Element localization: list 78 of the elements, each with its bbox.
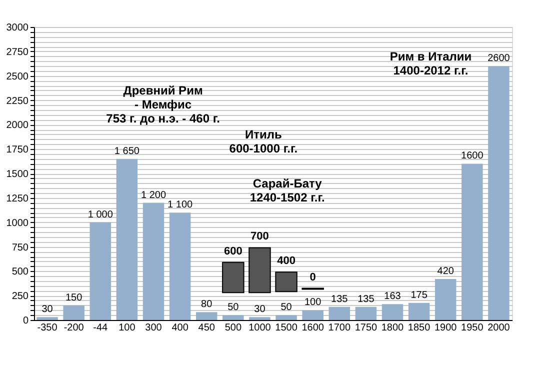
x-tick-label: 1500 bbox=[275, 322, 298, 334]
y-tick-label: 1750 bbox=[6, 144, 29, 156]
annotation: 400 bbox=[277, 255, 296, 268]
x-tick-label: 300 bbox=[145, 322, 162, 334]
x-tick-label: 1750 bbox=[354, 322, 378, 334]
x-tick-label: -200 bbox=[64, 322, 84, 334]
y-tick-label: 2250 bbox=[6, 96, 29, 107]
bar bbox=[116, 158, 138, 320]
bar bbox=[222, 262, 244, 294]
data-label: 135 bbox=[331, 294, 348, 305]
x-tick-label: 500 bbox=[224, 322, 242, 334]
annotation: 0 bbox=[310, 271, 316, 284]
y-tick-label: 500 bbox=[12, 266, 29, 278]
x-tick-label: -350 bbox=[37, 322, 58, 334]
x-tick-label: -44 bbox=[93, 322, 108, 334]
data-label: 80 bbox=[201, 299, 213, 310]
bar bbox=[248, 247, 271, 294]
data-label: 175 bbox=[410, 290, 428, 301]
data-label: 1 100 bbox=[168, 200, 194, 211]
x-tick-label: 1950 bbox=[461, 322, 484, 334]
y-tick-label: 1000 bbox=[6, 218, 29, 229]
y-tick-label: 750 bbox=[12, 242, 29, 254]
data-label: 1 200 bbox=[140, 190, 166, 201]
x-tick-label: 1600 bbox=[302, 322, 324, 334]
bar bbox=[382, 304, 404, 320]
y-tick-label: 250 bbox=[12, 291, 29, 302]
bar bbox=[462, 164, 483, 320]
x-tick-label: 1850 bbox=[408, 322, 431, 334]
bar bbox=[488, 66, 510, 320]
bar bbox=[275, 272, 298, 292]
bar bbox=[222, 315, 244, 320]
y-tick-label: 0 bbox=[22, 316, 29, 326]
bar bbox=[434, 278, 456, 320]
annotation: Сарай-Бату 1240-1502 г.г. bbox=[250, 176, 325, 204]
data-label: 50 bbox=[228, 302, 240, 314]
y-tick-label: 2000 bbox=[6, 120, 29, 132]
annotation: Рим в Италии 1400-2012 г.г. bbox=[390, 49, 472, 78]
y-tick-label: 1250 bbox=[6, 193, 29, 204]
x-tick-label: 1900 bbox=[434, 322, 458, 334]
data-label: 150 bbox=[65, 292, 83, 304]
bar bbox=[355, 306, 377, 320]
data-label: 100 bbox=[304, 297, 322, 308]
x-tick-label: 100 bbox=[118, 322, 136, 334]
x-tick-label: 400 bbox=[172, 322, 189, 334]
x-tick-label: 2000 bbox=[488, 322, 510, 334]
y-tick-label: 3000 bbox=[6, 22, 29, 34]
data-label: 2600 bbox=[488, 53, 510, 64]
data-label: 135 bbox=[358, 294, 375, 305]
annotation: Древний Рим - Мемфис 753 г. до н.э. - 460 г. bbox=[106, 84, 220, 126]
data-label: 163 bbox=[384, 291, 402, 302]
y-tick-label: 2500 bbox=[6, 71, 29, 82]
data-label: 1 000 bbox=[88, 209, 114, 220]
annotation: Итиль 600-1000 г.г. bbox=[229, 128, 298, 156]
bar bbox=[302, 310, 324, 320]
bar bbox=[249, 317, 270, 320]
data-label: 1600 bbox=[461, 150, 484, 162]
bar bbox=[328, 306, 350, 320]
bar bbox=[169, 212, 191, 320]
data-label: 30 bbox=[254, 304, 266, 316]
bar bbox=[196, 312, 218, 320]
data-label: 420 bbox=[437, 266, 454, 277]
y-tick-label: 2750 bbox=[6, 46, 29, 58]
bar bbox=[276, 315, 297, 320]
bar bbox=[63, 305, 84, 320]
data-label: 1 650 bbox=[114, 146, 140, 157]
bar bbox=[142, 202, 164, 320]
x-tick-label: 1000 bbox=[248, 322, 272, 334]
x-tick-label: 1700 bbox=[328, 322, 351, 334]
bar bbox=[36, 317, 58, 320]
annotation: 600 bbox=[224, 245, 242, 258]
data-label: 50 bbox=[280, 302, 292, 314]
x-tick-label: 1800 bbox=[381, 322, 404, 334]
annotation: 700 bbox=[250, 230, 269, 243]
data-label: 30 bbox=[42, 304, 54, 316]
bar bbox=[90, 222, 112, 320]
x-tick-label: 450 bbox=[198, 322, 216, 334]
bar bbox=[408, 302, 430, 320]
y-tick-label: 1500 bbox=[6, 169, 29, 180]
